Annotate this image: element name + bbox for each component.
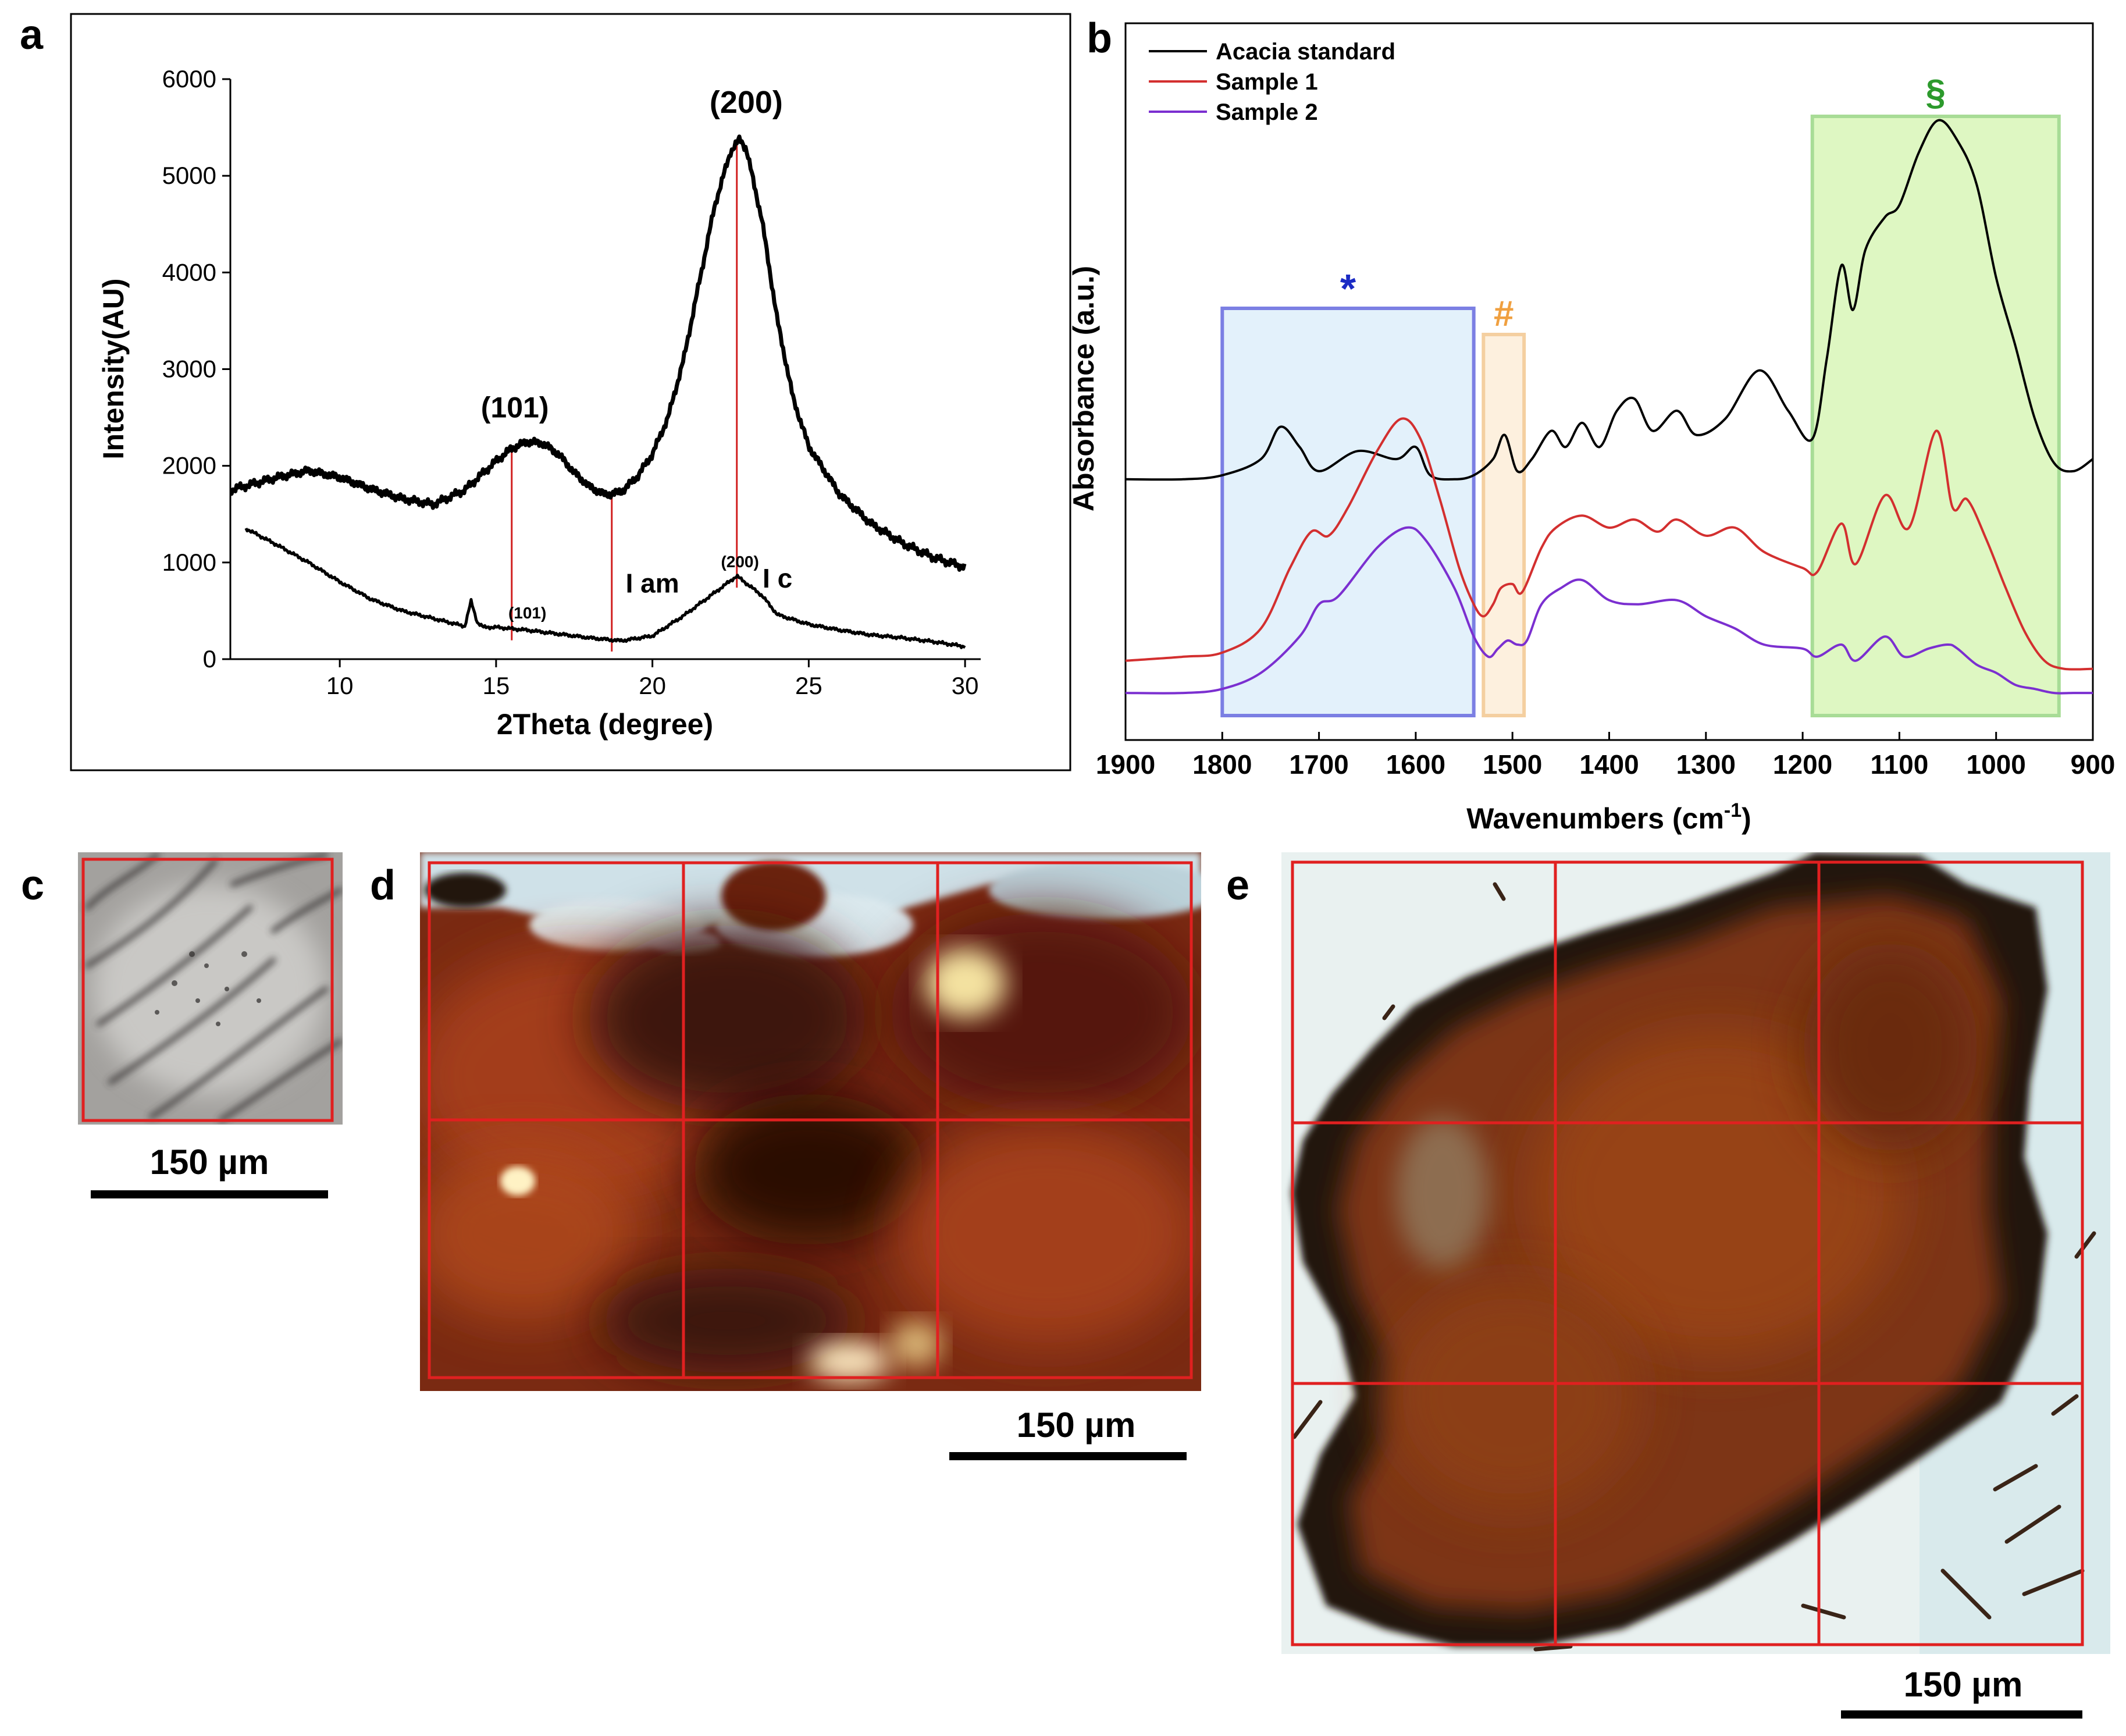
xrd-x-tick-label: 15 — [483, 672, 510, 699]
micrograph-d-grid — [428, 861, 1193, 1379]
xrd-y-tick-label: 5000 — [162, 162, 216, 189]
panel-d-label: d — [370, 862, 396, 909]
panel-d: d 150 µm — [370, 852, 1201, 1460]
xrd-x-tick-label: 10 — [326, 672, 354, 699]
ftir-region-box — [1220, 307, 1476, 717]
ftir-x-tick-label: 1400 — [1579, 749, 1639, 780]
ftir-x-tick-label: 1800 — [1192, 749, 1252, 780]
xrd-x-label: 2Theta (degree) — [497, 708, 713, 741]
ftir-region-label: # — [1494, 294, 1514, 334]
xrd-x-tick-label: 30 — [952, 672, 979, 699]
ftir-x-tick-label: 1500 — [1483, 749, 1542, 780]
legend-entry: Acacia standard — [1216, 39, 1395, 65]
ftir-x-label-sup: -1 — [1724, 799, 1742, 821]
micrograph-c-grid — [81, 858, 334, 1122]
ftir-x-tick-label: 900 — [2071, 749, 2116, 780]
panel-a-label: a — [20, 12, 44, 58]
panel-c-label: c — [21, 862, 44, 909]
ftir-series-sample-2 — [1125, 526, 2093, 695]
ftir-x-label-end: ) — [1742, 802, 1751, 835]
ftir-series-acacia-standard — [1125, 119, 2094, 481]
panel-b-label: b — [1087, 15, 1112, 62]
ftir-x-tick-label: 1900 — [1096, 749, 1155, 780]
xrd-annotation: (101) — [481, 392, 549, 424]
panel-e-label: e — [1226, 862, 1249, 909]
xrd-annotation: (200) — [710, 85, 783, 120]
ftir-region-box — [1482, 333, 1526, 717]
panel-c: c 150 µm — [21, 852, 343, 1198]
xrd-y-tick-label: 1000 — [162, 549, 216, 576]
ftir-series-sample-1 — [1125, 417, 2093, 671]
xrd-series-upper — [230, 134, 967, 572]
ftir-plot: * # § 1900 1800 1700 1600 1500 1400 1300 1200 1100… — [1067, 22, 2116, 835]
micrograph-e-grid — [1291, 860, 2084, 1646]
ftir-x-tick-label: 1100 — [1871, 749, 1929, 780]
xrd-annotation: I c — [763, 563, 792, 593]
scale-bar-e — [1841, 1710, 2082, 1719]
ftir-x-label: Wavenumbers (cm-1) — [1466, 799, 1751, 835]
ftir-x-tick-label: 1700 — [1289, 749, 1348, 780]
micrograph-c — [78, 852, 343, 1125]
scale-label-c: 150 µm — [150, 1143, 269, 1182]
xrd-y-tick-label: 4000 — [162, 258, 216, 286]
ftir-legend: Acacia standard Sample 1 Sample 2 — [1149, 39, 1395, 125]
xrd-annotation: (101) — [508, 604, 546, 622]
xrd-y-tick-label: 2000 — [162, 452, 216, 479]
xrd-y-tick-label: 3000 — [162, 355, 216, 383]
micrograph-d — [420, 852, 1201, 1391]
scale-bar-d — [949, 1452, 1187, 1460]
scale-label-d: 150 µm — [1017, 1406, 1136, 1445]
xrd-x-tick-label: 25 — [795, 672, 822, 699]
panel-e: e — [1226, 852, 2110, 1719]
ftir-x-tick-label: 1200 — [1773, 749, 1832, 780]
xrd-y-label: Intensity(AU) — [97, 278, 130, 459]
micrograph-e — [1281, 852, 2110, 1654]
xrd-y-tick-label: 0 — [203, 645, 216, 673]
scale-label-e: 150 µm — [1904, 1665, 2023, 1704]
panel-a: a 10 15 20 25 30 0 1000 2000 3000 4000 5000 6000 (… — [20, 12, 1071, 771]
panel-a-frame — [70, 13, 1071, 771]
legend-entry: Sample 2 — [1216, 99, 1318, 125]
ftir-y-label: Absorbance (a.u.) — [1067, 266, 1100, 511]
panel-b: b * # § 1900 1800 1700 1600 1500 1400 1300 1200 11… — [1067, 15, 2115, 835]
xrd-y-tick-label: 6000 — [162, 65, 216, 93]
ftir-x-tick-label: 1300 — [1676, 749, 1736, 780]
ftir-region-label: * — [1340, 266, 1356, 311]
ftir-x-tick-label: 1000 — [1967, 749, 2026, 780]
scale-bar-c — [91, 1190, 328, 1198]
legend-entry: Sample 1 — [1216, 69, 1318, 95]
ftir-region-label: § — [1926, 73, 1946, 113]
xrd-annotation: (200) — [721, 553, 758, 571]
ftir-x-label-text: Wavenumbers (cm — [1466, 802, 1724, 835]
xrd-plot: 10 15 20 25 30 0 1000 2000 3000 4000 5000 6000 (10… — [97, 65, 981, 741]
xrd-annotation: I am — [626, 568, 679, 598]
xrd-series-lower — [244, 527, 966, 649]
xrd-x-tick-label: 20 — [639, 672, 666, 699]
ftir-x-tick-label: 1600 — [1386, 749, 1445, 780]
